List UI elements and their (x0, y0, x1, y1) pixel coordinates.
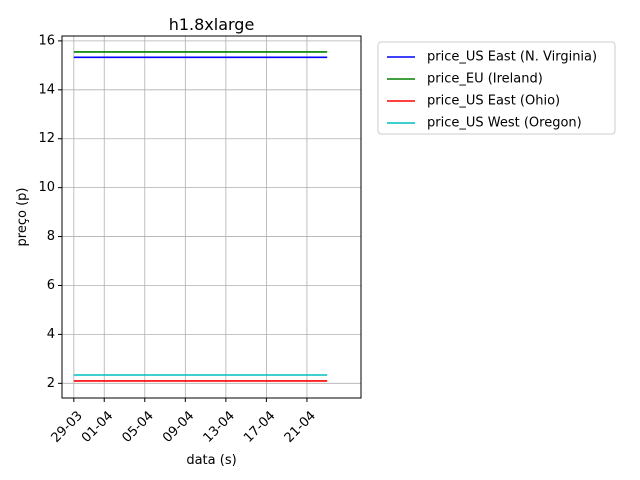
y-tick-label: 12 (38, 131, 55, 146)
legend-label-4: price_US West (Oregon) (427, 116, 582, 131)
grid-lines (62, 36, 361, 398)
y-tick-label: 16 (38, 33, 55, 48)
y-axis-title: preço (p) (15, 188, 30, 247)
y-axis: 2 4 6 8 10 12 14 16 (38, 33, 62, 391)
y-tick-label: 2 (47, 376, 55, 391)
y-tick-label: 6 (47, 278, 55, 293)
y-tick-label: 4 (47, 327, 55, 342)
legend-label-3: price_US East (Ohio) (427, 94, 560, 109)
legend-label-1: price_US East (N. Virginia) (427, 50, 597, 65)
y-tick-label: 8 (47, 229, 55, 244)
plot-frame (61, 35, 362, 399)
legend-label-2: price_EU (Ireland) (427, 72, 543, 87)
chart-title: h1.8xlarge (169, 15, 255, 34)
y-tick-label: 14 (38, 82, 55, 97)
y-tick-label: 10 (38, 180, 55, 195)
legend-box (377, 41, 616, 135)
x-axis-title: data (s) (186, 453, 236, 468)
series-layer (73, 51, 328, 382)
legend: price_US East (N. Virginia) price_EU (Ire… (377, 41, 616, 135)
